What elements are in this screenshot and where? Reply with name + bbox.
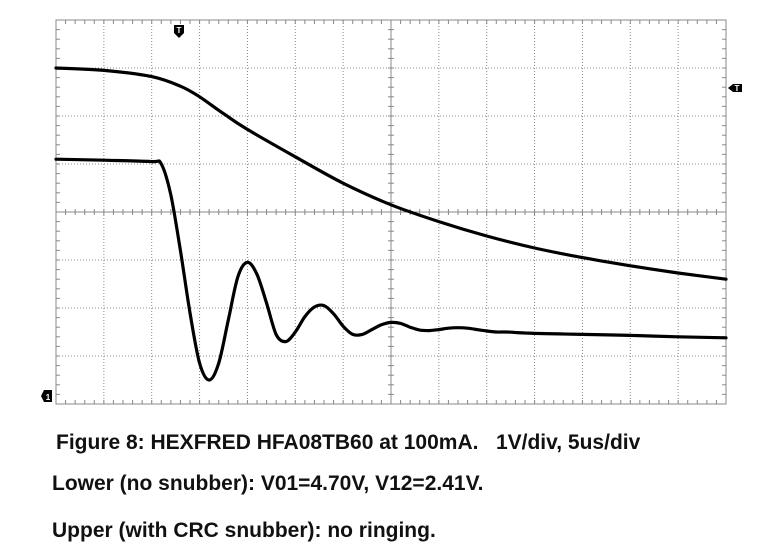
oscilloscope-plot: T T 1 [41, 19, 742, 405]
channel-markers: T T 1 [41, 25, 742, 402]
channel1-ground-label: 1 [46, 393, 51, 402]
trigger-level-marker: T [728, 84, 742, 93]
channel1-ground-marker: 1 [41, 390, 52, 402]
trigger-level-label: T [735, 84, 740, 93]
oscilloscope-grid [55, 19, 727, 405]
figure-caption-title: Figure 8: HEXFRED HFA08TB60 at 100mA. 1V… [56, 431, 641, 454]
trigger-position-label: T [177, 26, 182, 35]
lower-trace-no-snubber [54, 157, 728, 382]
figure-caption-lower-trace: Lower (no snubber): V01=4.70V, V12=2.41V… [52, 472, 484, 495]
upper-trace-with-snubber [54, 66, 728, 281]
waveform-traces [54, 66, 728, 382]
figure-caption-upper-trace: Upper (with CRC snubber): no ringing. [52, 519, 436, 542]
trigger-position-marker: T [174, 25, 184, 38]
